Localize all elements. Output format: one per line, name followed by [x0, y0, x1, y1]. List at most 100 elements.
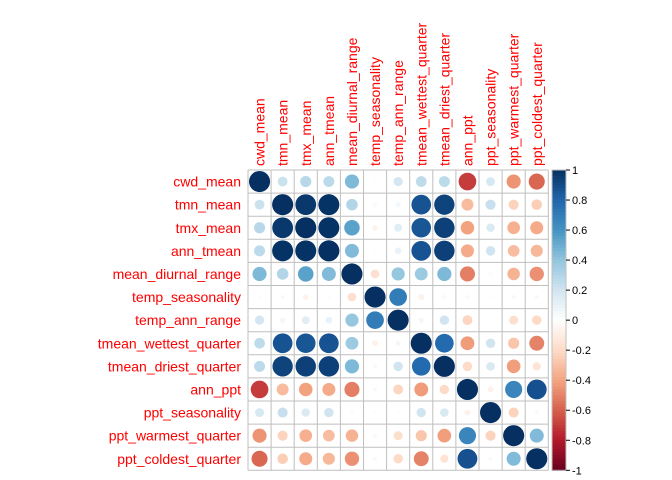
row-label-cwd_mean: cwd_mean: [173, 174, 241, 190]
corr-circle-tmx_mean-ppt_coldest_quarter: [530, 221, 544, 235]
corr-circle-tmn_mean-temp_ann_range: [395, 202, 401, 208]
row-label-ppt_warmest_quarter: ppt_warmest_quarter: [109, 428, 242, 444]
corr-circle-cwd_mean-ppt_coldest_quarter: [528, 173, 545, 190]
colorbar-segment: [552, 212, 566, 216]
colorbar-tick-label: -0.6: [572, 405, 591, 417]
column-label-tmx_mean: tmx_mean: [298, 101, 314, 166]
corr-circle-temp_seasonality-cwd_mean: [258, 295, 262, 299]
corr-circle-ann_ppt-temp_seasonality: [372, 387, 378, 392]
colorbar-segment: [552, 323, 566, 327]
corr-circle-ppt_seasonality-ann_ppt: [464, 409, 471, 416]
corr-circle-ppt_warmest_quarter-ppt_warmest_quarter: [503, 425, 525, 447]
colorbar-segment: [552, 395, 566, 399]
colorbar-segment: [552, 305, 566, 309]
corr-circle-tmn_mean-ann_ppt: [461, 198, 474, 211]
corr-circle-ann_ppt-tmx_mean: [298, 382, 313, 397]
colorbar-segment: [552, 446, 566, 450]
corr-circle-ann_tmean-temp_ann_range: [394, 247, 402, 255]
corr-circle-ann_ppt-ppt_warmest_quarter: [505, 380, 523, 399]
corr-circle-ppt_warmest_quarter-tmean_wettest_quarter: [415, 430, 427, 442]
row-label-tmean_wettest_quarter: tmean_wettest_quarter: [98, 335, 242, 351]
corr-circle-ppt_warmest_quarter-ann_tmean: [322, 429, 335, 442]
colorbar-segment: [552, 356, 566, 360]
corr-circle-ann_ppt-ann_ppt: [456, 378, 479, 401]
corr-circle-tmean_driest_quarter-tmn_mean: [272, 356, 293, 377]
corr-circle-tmean_driest_quarter-mean_diurnal_range: [344, 359, 360, 374]
colorbar-segment: [552, 227, 566, 231]
colorbar-segment: [552, 242, 566, 246]
corr-circle-temp_seasonality-ppt_coldest_quarter: [534, 294, 539, 300]
corr-circle-ann_ppt-tmean_wettest_quarter: [414, 382, 429, 397]
corr-circle-cwd_mean-tmean_driest_quarter: [438, 176, 450, 188]
corr-circle-ann_tmean-cwd_mean: [254, 245, 266, 257]
colorbar-segment: [552, 371, 566, 375]
colorbar-segment: [552, 335, 566, 339]
corr-circle-mean_diurnal_range-ann_ppt: [459, 266, 475, 282]
corr-circle-ppt_seasonality-ppt_seasonality: [480, 402, 502, 424]
colorbar-segment: [552, 188, 566, 192]
corr-circle-temp_seasonality-tmean_driest_quarter: [442, 294, 447, 300]
colorbar-segment: [552, 302, 566, 306]
corr-circle-ppt_seasonality-ppt_coldest_quarter: [534, 410, 539, 415]
colorbar-tick-label: 0.6: [572, 225, 587, 237]
corr-circle-ann_tmean-ann_tmean: [318, 240, 340, 262]
colorbar: 1 0.8 0.6 0.4 0.2 0 -0.2 -0.4 -0.6 -0.8 -1: [551, 165, 591, 477]
colorbar-segment: [552, 218, 566, 222]
colorbar-segment: [552, 461, 566, 465]
corr-circle-tmean_wettest_quarter-mean_diurnal_range: [345, 336, 359, 350]
corr-circle-tmean_wettest_quarter-ann_tmean: [319, 333, 339, 354]
corr-circle-tmean_driest_quarter-tmean_wettest_quarter: [411, 357, 431, 376]
column-label-ppt_seasonality: ppt_seasonality: [483, 69, 499, 166]
corr-circle-ann_tmean-ppt_seasonality: [485, 246, 496, 256]
corr-circle-tmean_wettest_quarter-temp_seasonality: [372, 340, 379, 347]
colorbar-segment: [552, 233, 566, 237]
column-label-ann_ppt: ann_ppt: [459, 115, 475, 166]
corr-circle-ppt_coldest_quarter-mean_diurnal_range: [344, 451, 360, 466]
colorbar-segment: [552, 287, 566, 291]
colorbar-segment: [552, 260, 566, 264]
corr-circle-ann_tmean-tmn_mean: [272, 240, 294, 262]
corr-circle-tmx_mean-tmean_driest_quarter: [434, 217, 455, 238]
corr-circle-ppt_coldest_quarter-ann_tmean: [322, 452, 335, 465]
colorbar-segment: [552, 248, 566, 252]
colorbar-segment: [552, 431, 566, 435]
colorbar-segment: [552, 443, 566, 447]
colorbar-segment: [552, 329, 566, 333]
corr-circle-tmx_mean-tmean_wettest_quarter: [411, 217, 432, 238]
corr-circle-tmean_driest_quarter-ppt_seasonality: [486, 362, 495, 371]
corr-circle-tmx_mean-cwd_mean: [253, 222, 266, 234]
corr-circle-ann_tmean-temp_seasonality: [373, 249, 377, 253]
corr-circle-ppt_coldest_quarter-cwd_mean: [251, 450, 268, 467]
row-label-mean_diurnal_range: mean_diurnal_range: [113, 266, 242, 282]
colorbar-segment: [552, 344, 566, 348]
colorbar-segment: [552, 434, 566, 438]
corr-circle-temp_ann_range-tmn_mean: [280, 317, 286, 323]
colorbar-segment: [552, 383, 566, 387]
row-label-ppt_coldest_quarter: ppt_coldest_quarter: [117, 451, 241, 467]
corr-circle-cwd_mean-cwd_mean: [248, 171, 271, 193]
colorbar-segment: [552, 173, 566, 177]
colorbar-segment: [552, 263, 566, 267]
corr-circle-tmean_wettest_quarter-cwd_mean: [254, 337, 265, 349]
corr-circle-ann_ppt-tmean_driest_quarter: [439, 384, 450, 395]
colorbar-segment: [552, 215, 566, 219]
colorbar-segment: [552, 407, 566, 411]
corr-circle-tmean_wettest_quarter-tmn_mean: [272, 333, 293, 354]
corr-circle-tmean_wettest_quarter-ppt_warmest_quarter: [508, 337, 520, 349]
colorbar-segment: [552, 293, 566, 297]
correlation-circles: [248, 171, 548, 470]
corr-circle-ppt_warmest_quarter-tmean_driest_quarter: [437, 428, 452, 443]
corr-circle-tmn_mean-tmean_wettest_quarter: [411, 194, 432, 215]
colorbar-segment: [552, 374, 566, 378]
colorbar-segment: [552, 455, 566, 459]
colorbar-segment: [552, 389, 566, 393]
corr-circle-ppt_seasonality-ppt_warmest_quarter: [508, 407, 519, 418]
colorbar-segment: [552, 359, 566, 363]
colorbar-segment: [552, 467, 566, 471]
colorbar-segment: [552, 350, 566, 354]
corr-circle-tmn_mean-tmn_mean: [272, 194, 294, 216]
corr-circle-ann_ppt-temp_ann_range: [393, 384, 404, 395]
corr-circle-tmx_mean-temp_ann_range: [394, 223, 403, 232]
corr-circle-mean_diurnal_range-tmean_driest_quarter: [437, 266, 452, 282]
